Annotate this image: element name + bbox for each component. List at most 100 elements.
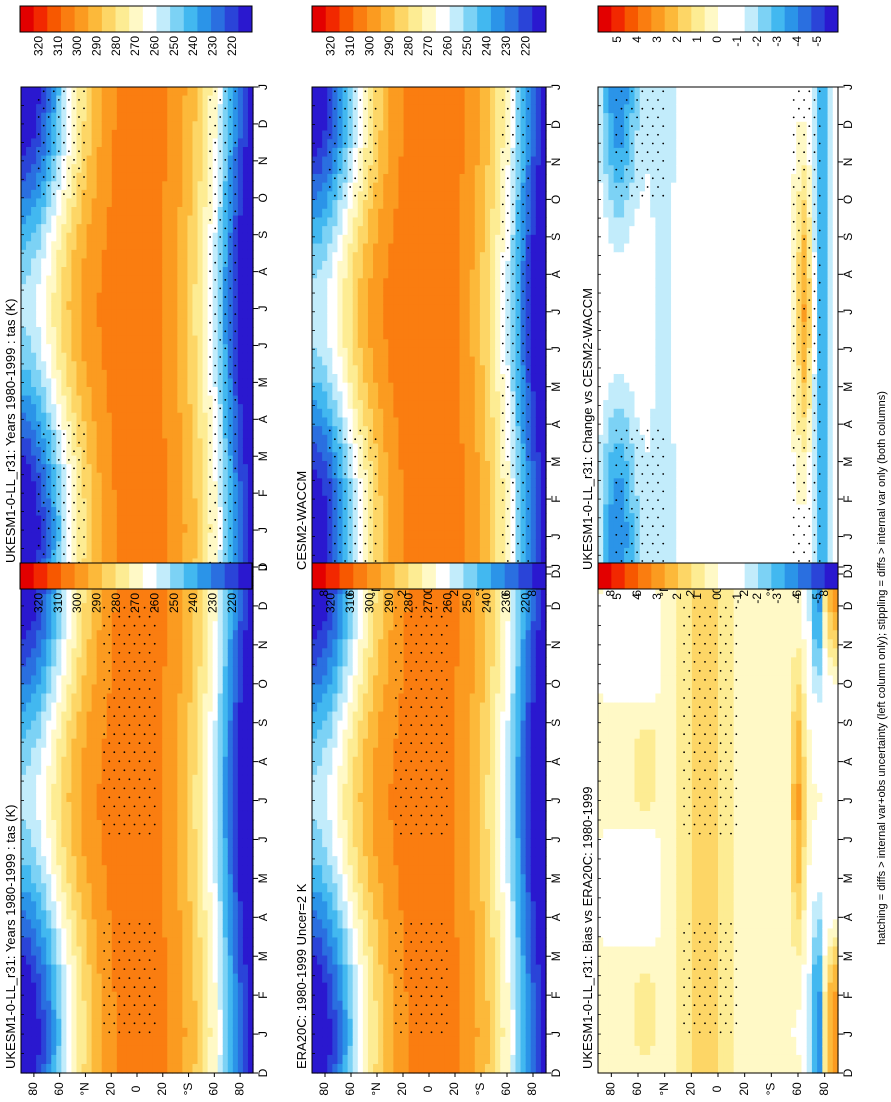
heatmap-cell bbox=[403, 702, 410, 713]
stipple-dot bbox=[148, 796, 151, 799]
heatmap-cell bbox=[36, 648, 42, 658]
heatmap-cell bbox=[434, 1009, 440, 1020]
heatmap-cell bbox=[106, 585, 113, 595]
heatmap-cell bbox=[469, 865, 476, 875]
heatmap-cell bbox=[247, 838, 254, 848]
heatmap-cell bbox=[126, 901, 133, 911]
heatmap-cell bbox=[207, 657, 214, 667]
heatmap-cell bbox=[31, 585, 37, 595]
heatmap-cell bbox=[474, 1027, 481, 1038]
heatmap-cell bbox=[192, 648, 199, 658]
heatmap-cell bbox=[36, 1027, 42, 1038]
heatmap-cell bbox=[182, 630, 189, 640]
heatmap-cell bbox=[76, 991, 83, 1002]
heatmap-cell bbox=[242, 928, 249, 939]
heatmap-cell bbox=[242, 1063, 249, 1074]
heatmap-cell bbox=[347, 1063, 354, 1074]
heatmap-cell bbox=[357, 639, 364, 649]
heatmap-cell bbox=[337, 856, 344, 866]
heatmap-cell bbox=[31, 955, 37, 966]
heatmap-cell bbox=[322, 901, 328, 911]
heatmap-cell bbox=[490, 937, 496, 948]
heatmap-cell bbox=[429, 883, 435, 893]
heatmap-cell bbox=[31, 982, 37, 993]
heatmap-cell bbox=[469, 1027, 476, 1038]
heatmap-cell bbox=[36, 946, 42, 957]
heatmap-cell bbox=[91, 630, 98, 640]
heatmap-cell bbox=[434, 874, 440, 884]
heatmap-cell bbox=[61, 702, 67, 713]
heatmap-cell bbox=[76, 774, 83, 785]
heatmap-cell bbox=[479, 991, 486, 1002]
heatmap-cell bbox=[106, 657, 113, 667]
heatmap-cell bbox=[373, 603, 379, 613]
heatmap-cell bbox=[383, 1027, 389, 1038]
heatmap-cell bbox=[217, 883, 224, 893]
heatmap-cell bbox=[337, 711, 344, 722]
heatmap-cell bbox=[232, 729, 239, 740]
heatmap-cell bbox=[373, 702, 379, 713]
heatmap-cell bbox=[142, 865, 148, 875]
heatmap-cell bbox=[322, 1018, 328, 1029]
heatmap-cell bbox=[131, 829, 138, 839]
heatmap-cell bbox=[26, 847, 32, 857]
heatmap-cell bbox=[454, 711, 461, 722]
heatmap-cell bbox=[367, 702, 374, 713]
heatmap-cell bbox=[490, 810, 496, 821]
heatmap-cell bbox=[495, 729, 501, 740]
heatmap-cell bbox=[56, 1009, 62, 1020]
heatmap-cell bbox=[464, 738, 471, 749]
heatmap-cell bbox=[500, 630, 506, 640]
heatmap-cell bbox=[342, 594, 349, 604]
heatmap-cell bbox=[383, 964, 389, 975]
heatmap-cell bbox=[357, 801, 364, 812]
heatmap-cell bbox=[26, 856, 32, 866]
heatmap-cell bbox=[197, 720, 204, 731]
heatmap-cell bbox=[106, 1036, 113, 1047]
heatmap-cell bbox=[51, 585, 57, 595]
heatmap-cell bbox=[222, 657, 229, 667]
heatmap-cell bbox=[247, 883, 254, 893]
heatmap-cell bbox=[490, 702, 496, 713]
heatmap-cell bbox=[157, 648, 163, 658]
heatmap-cell bbox=[357, 838, 364, 848]
heatmap-cell bbox=[126, 657, 133, 667]
heatmap-cell bbox=[312, 946, 318, 957]
heatmap-cell bbox=[222, 756, 229, 767]
stipple-dot bbox=[148, 760, 151, 763]
heatmap-cell bbox=[71, 720, 78, 731]
stipple-dot bbox=[143, 679, 146, 681]
heatmap-cell bbox=[26, 630, 32, 640]
heatmap-cell bbox=[172, 874, 178, 884]
heatmap-cell bbox=[76, 1063, 83, 1074]
heatmap-cell bbox=[495, 801, 501, 812]
heatmap-cell bbox=[429, 1063, 435, 1074]
heatmap-cell bbox=[479, 684, 486, 695]
heatmap-cell bbox=[347, 729, 354, 740]
heatmap-cell bbox=[454, 865, 461, 875]
heatmap-cell bbox=[474, 666, 481, 677]
heatmap-cell bbox=[147, 747, 153, 758]
heatmap-cell bbox=[312, 747, 318, 758]
heatmap-cell bbox=[217, 1063, 224, 1074]
heatmap-cell bbox=[413, 937, 420, 948]
heatmap-cell bbox=[398, 1036, 405, 1047]
heatmap-cell bbox=[207, 585, 214, 595]
heatmap-cell bbox=[217, 982, 224, 993]
heatmap-cell bbox=[352, 982, 359, 993]
heatmap-cell bbox=[232, 684, 239, 695]
lat-tick-label: 20 bbox=[103, 1082, 117, 1096]
heatmap-cell bbox=[469, 892, 476, 902]
heatmap-cell bbox=[101, 612, 108, 622]
heatmap-cell bbox=[454, 1000, 461, 1011]
heatmap-cell bbox=[337, 639, 344, 649]
heatmap-cell bbox=[242, 1018, 249, 1029]
heatmap-cell bbox=[449, 702, 456, 713]
heatmap-cell bbox=[317, 829, 323, 839]
heatmap-cell bbox=[61, 1018, 67, 1029]
heatmap-cell bbox=[312, 991, 318, 1002]
heatmap-cell bbox=[484, 675, 491, 686]
heatmap-cell bbox=[177, 856, 183, 866]
heatmap-cell bbox=[217, 910, 224, 920]
heatmap-cell bbox=[378, 973, 384, 984]
